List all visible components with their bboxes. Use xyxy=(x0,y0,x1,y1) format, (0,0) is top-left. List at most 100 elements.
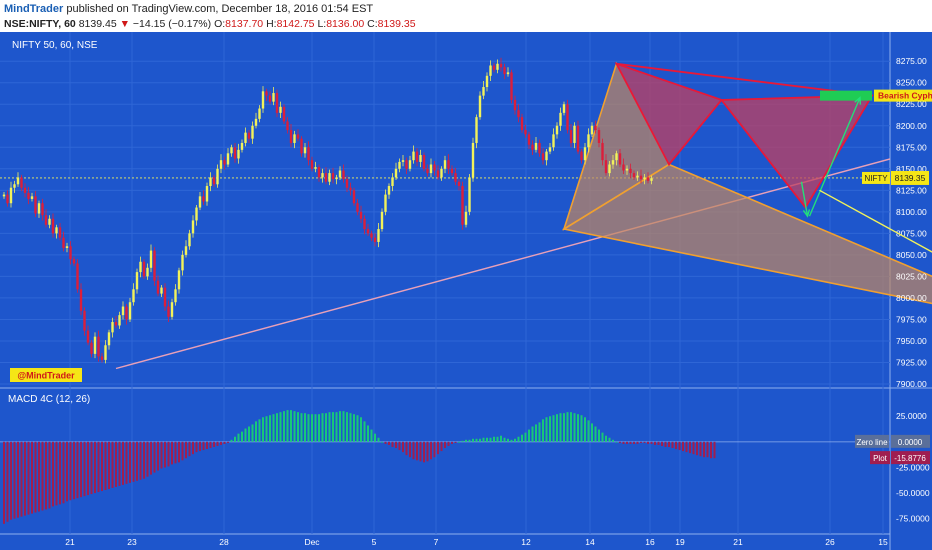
macd-bar xyxy=(216,441,219,446)
macd-bar xyxy=(255,421,257,442)
candle-body xyxy=(317,167,321,178)
macd-bar xyxy=(657,441,660,445)
macd-bar xyxy=(580,415,583,442)
trendline-layer xyxy=(0,158,891,370)
macd-bar xyxy=(370,429,373,442)
macd-bar xyxy=(426,441,429,462)
candle-body xyxy=(13,184,16,188)
macd-bar xyxy=(405,441,408,456)
macd-bar xyxy=(535,424,537,442)
candle-body xyxy=(566,104,569,131)
candle-body xyxy=(55,227,58,234)
candle-body xyxy=(520,117,524,131)
macd-bar xyxy=(342,411,345,442)
macd-bar xyxy=(143,441,145,479)
macd-bar xyxy=(556,414,558,442)
macd-bar xyxy=(594,426,597,442)
candle-body xyxy=(531,144,534,150)
macd-bar xyxy=(146,441,149,477)
candle-body xyxy=(615,153,618,161)
macd-bar xyxy=(636,441,639,444)
candle-body xyxy=(51,218,55,234)
price-chart[interactable]: 8275.00 8250.00 8225.00 8200.00 8175.00 8150.… xyxy=(0,32,932,550)
candle-body xyxy=(345,179,349,188)
candle-body xyxy=(492,65,496,70)
macd-bar xyxy=(510,439,513,442)
candle-body xyxy=(188,233,191,247)
candle-body xyxy=(489,65,492,76)
candle-body xyxy=(594,125,597,131)
author-name[interactable]: MindTrader xyxy=(4,3,64,15)
high-label: H: xyxy=(266,18,277,30)
macd-bar xyxy=(678,441,681,451)
candle-body xyxy=(244,132,247,143)
candle-body xyxy=(219,160,223,169)
candle-body xyxy=(146,267,149,277)
macd-bar xyxy=(682,441,684,452)
candle-body xyxy=(415,151,419,162)
macd-bar xyxy=(703,441,705,458)
cypher-target-zone xyxy=(820,90,872,101)
macd-bar xyxy=(199,441,201,452)
macd-bar xyxy=(213,441,215,447)
macd-bar xyxy=(692,441,695,455)
cypher-target-badge xyxy=(874,89,932,102)
macd-bar xyxy=(612,439,614,442)
candle-body xyxy=(611,160,615,165)
macd-bar xyxy=(55,441,58,506)
price-tick-label: 8225.00 xyxy=(896,99,927,109)
macd-bar xyxy=(528,429,530,442)
macd-bar xyxy=(689,441,691,454)
candle-body xyxy=(625,168,629,171)
macd-bar xyxy=(279,412,282,442)
macd-bar xyxy=(104,441,107,490)
zero-line-tag-label-bg xyxy=(855,434,889,448)
macd-tick-label: -50.0000 xyxy=(896,488,930,498)
macd-bar xyxy=(262,417,264,442)
macd-bar xyxy=(538,422,541,442)
macd-bar xyxy=(66,441,68,502)
green-up-arrow xyxy=(808,97,861,217)
macd-bar xyxy=(181,441,184,461)
candle-body xyxy=(408,160,412,169)
candle-body xyxy=(583,147,587,161)
time-tick-label: 23 xyxy=(127,537,137,547)
candle-body xyxy=(475,117,478,143)
candle-body xyxy=(639,175,643,180)
macd-bar xyxy=(668,441,670,447)
macd-bar xyxy=(391,441,394,447)
candle-body xyxy=(310,160,314,169)
candle-body xyxy=(177,270,181,290)
candle-body xyxy=(436,170,440,178)
macd-bar xyxy=(664,441,667,447)
watermark-badge xyxy=(10,368,82,382)
macd-bar xyxy=(622,441,625,444)
candle-body xyxy=(286,121,289,131)
close-label: C: xyxy=(367,18,378,30)
macd-bar xyxy=(517,436,520,442)
macd-bar xyxy=(297,412,299,442)
candle-body xyxy=(27,192,30,199)
candle-body xyxy=(76,263,79,290)
macd-bar xyxy=(398,441,401,451)
macd-tick-label: 25.0000 xyxy=(896,411,927,421)
macd-bar xyxy=(360,417,362,442)
candle-body xyxy=(121,306,125,316)
watermark-text: @MindTrader xyxy=(17,371,75,381)
candle-body xyxy=(433,164,436,171)
cypher-target-label: Bearish Cypher Target 8235 xyxy=(878,91,932,101)
macd-bar xyxy=(524,432,527,442)
candle-body xyxy=(107,332,111,346)
macd-bar xyxy=(346,412,348,442)
plot-tag-value: -15.8776 xyxy=(894,454,926,463)
candle-body xyxy=(212,177,216,185)
macd-bar xyxy=(269,415,271,442)
candle-body xyxy=(471,142,475,178)
macd-bar xyxy=(272,414,275,442)
macd-bar xyxy=(629,441,632,444)
plot-tag-label: Plot xyxy=(873,454,888,463)
macd-bar xyxy=(132,441,135,482)
candle-body xyxy=(216,168,219,185)
candle-body xyxy=(254,118,258,126)
candle-body xyxy=(139,261,142,273)
